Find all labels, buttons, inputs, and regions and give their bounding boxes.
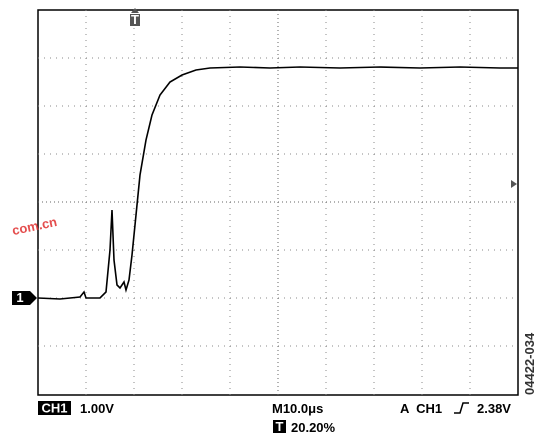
trigger-source: A CH1 xyxy=(400,401,442,416)
channel-label: CH1 xyxy=(41,401,67,416)
channel-badge xyxy=(38,401,71,415)
channel-scale: 1.00V xyxy=(80,401,114,416)
figure-id: 04422-034 xyxy=(522,332,537,395)
trigger-badge xyxy=(273,420,286,433)
channel-marker-label: 1 xyxy=(16,290,23,305)
trigger-level: 2.38V xyxy=(477,401,511,416)
trigger-marker-box xyxy=(130,14,140,26)
trigger-marker: T xyxy=(130,8,140,27)
trigger-marker-arrow xyxy=(131,8,139,13)
trigger-position: 20.20% xyxy=(291,420,336,435)
trigger-level-marker xyxy=(511,180,517,188)
trigger-slope-icon xyxy=(454,402,469,414)
grid xyxy=(38,10,518,395)
trigger-badge-label: T xyxy=(276,419,284,434)
trigger-marker-label: T xyxy=(131,12,139,27)
channel-marker-shape xyxy=(12,291,37,305)
waveform xyxy=(37,66,518,300)
channel-marker: 1 xyxy=(12,290,37,305)
timebase: M10.0μs xyxy=(272,401,323,416)
